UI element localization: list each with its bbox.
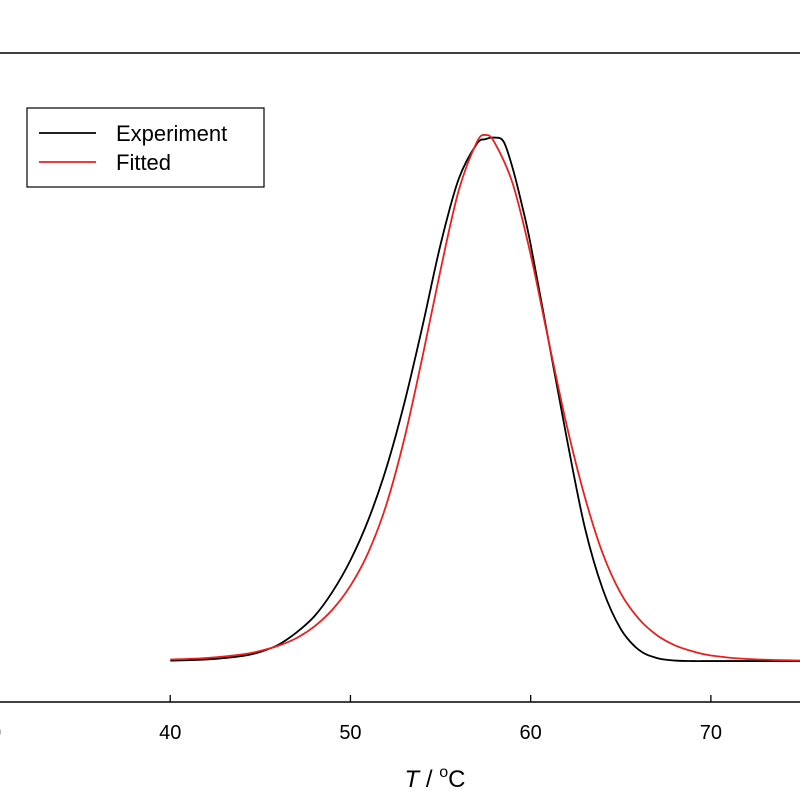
x-axis-title-symbol: T <box>405 766 422 793</box>
x-tick-label: 30 <box>0 722 1 744</box>
x-axis-title-degree: o <box>439 764 448 781</box>
legend: Experiment Fitted <box>26 107 265 188</box>
x-tick-label: 50 <box>339 722 361 744</box>
x-tick-label: 70 <box>700 722 722 744</box>
x-axis-title-unit: C <box>448 766 465 793</box>
x-axis-title-separator: / <box>419 766 439 793</box>
legend-label-experiment: Experiment <box>116 121 227 146</box>
series-line-fitted <box>170 134 800 662</box>
legend-box <box>26 107 265 188</box>
series-line-experiment <box>170 136 800 662</box>
series-layer <box>170 134 800 662</box>
plot-frame <box>0 52 800 703</box>
x-axis-ticks: 30 40 50 60 70 <box>0 695 722 744</box>
x-tick-label: 40 <box>159 722 181 744</box>
x-tick-label: 60 <box>520 722 542 744</box>
legend-label-fitted: Fitted <box>116 150 171 175</box>
x-axis-title: T / oC <box>405 764 466 793</box>
